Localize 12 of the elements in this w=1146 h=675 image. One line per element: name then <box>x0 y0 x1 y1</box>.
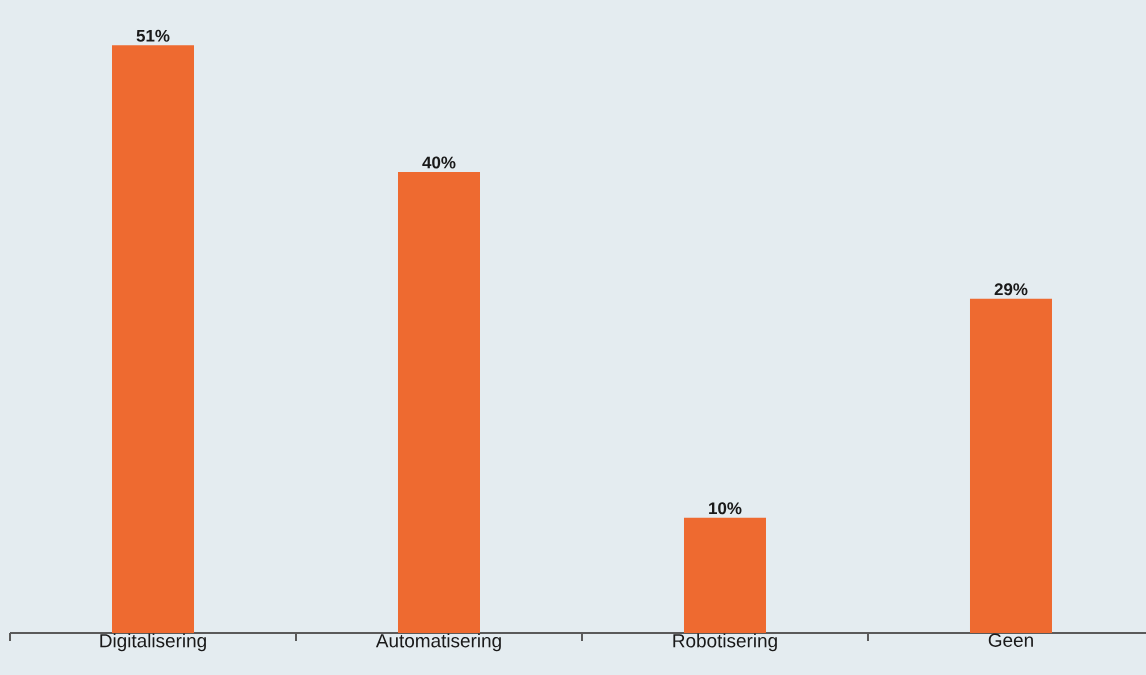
bar <box>683 517 766 633</box>
x-tick-label: Automatisering <box>375 633 501 652</box>
bar <box>112 45 194 633</box>
x-tick-label: Robotisering <box>673 633 777 652</box>
x-tick-label: Geen <box>988 633 1033 647</box>
data-label: 29% <box>994 283 1028 296</box>
data-label: 51% <box>136 29 170 42</box>
x-tick-label: Digitalisering <box>100 633 206 652</box>
bar <box>398 172 480 633</box>
data-label: 40% <box>422 156 456 169</box>
data-label: 10% <box>709 502 742 515</box>
bar <box>969 298 1052 633</box>
